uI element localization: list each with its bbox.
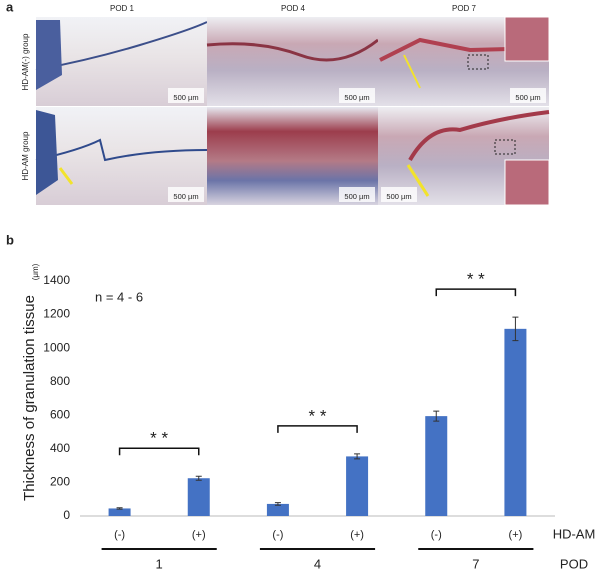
error-bar — [512, 316, 519, 342]
x-tick-label: (-) — [431, 529, 442, 541]
significance-bracket — [118, 447, 200, 456]
significance-bracket — [277, 425, 358, 433]
bar — [346, 456, 369, 516]
y-tick-label: 0 — [63, 508, 70, 522]
group-label: 1 — [156, 556, 163, 571]
column-title: POD 4 — [281, 4, 306, 13]
error-bar — [274, 502, 281, 506]
panel-label: a — [6, 0, 14, 14]
scale-bar-label: 500 µm — [515, 93, 540, 102]
bar — [504, 328, 527, 516]
category-axis-label: HD-AM — [553, 526, 596, 541]
column-title: POD 7 — [452, 4, 477, 13]
y-axis-unit: (μm) — [31, 263, 40, 280]
bar — [425, 416, 448, 516]
scale-bar-label: 500 µm — [173, 93, 198, 102]
x-tick-label: (+) — [350, 529, 364, 541]
bar — [108, 508, 131, 516]
y-axis-label: Thickness of granulation tissue — [21, 295, 38, 501]
significance-label: * * — [150, 429, 168, 448]
group-label: 4 — [314, 556, 321, 571]
y-tick-label: 1400 — [43, 273, 70, 287]
scale-bars — [168, 88, 546, 202]
panel-label: b — [6, 232, 14, 247]
y-tick-label: 600 — [50, 407, 70, 421]
row-label: HD-AM group — [21, 131, 30, 180]
significance-bracket — [435, 288, 517, 297]
y-tick-label: 800 — [50, 374, 70, 388]
x-tick-label: (+) — [192, 529, 206, 541]
scale-bar-label: 500 µm — [386, 192, 411, 201]
significance-label: * * — [309, 406, 327, 425]
bar — [266, 503, 289, 516]
y-tick-label: 200 — [50, 475, 70, 489]
bar — [187, 478, 210, 516]
x-tick-label: (-) — [272, 529, 283, 541]
error-bar — [195, 475, 202, 481]
error-bar — [433, 410, 440, 422]
scale-bar-label: 500 µm — [344, 93, 369, 102]
significance-label: * * — [467, 270, 485, 289]
y-tick-label: 1000 — [43, 340, 70, 354]
error-bar — [354, 453, 361, 460]
x-tick-label: (-) — [114, 529, 125, 541]
scale-bar-label: 500 µm — [173, 192, 198, 201]
group-label: 7 — [472, 556, 479, 571]
micrographs — [35, 16, 550, 206]
annotation: n = 4 - 6 — [95, 289, 143, 304]
y-tick-label: 400 — [50, 441, 70, 455]
error-bar — [116, 507, 123, 510]
y-tick-label: 1200 — [43, 307, 70, 321]
scale-bar-label: 500 µm — [344, 192, 369, 201]
column-title: POD 1 — [110, 4, 135, 13]
group-axis-label: POD — [560, 556, 588, 571]
row-label: HD-AM(-) group — [21, 33, 30, 90]
x-tick-label: (+) — [509, 529, 523, 541]
